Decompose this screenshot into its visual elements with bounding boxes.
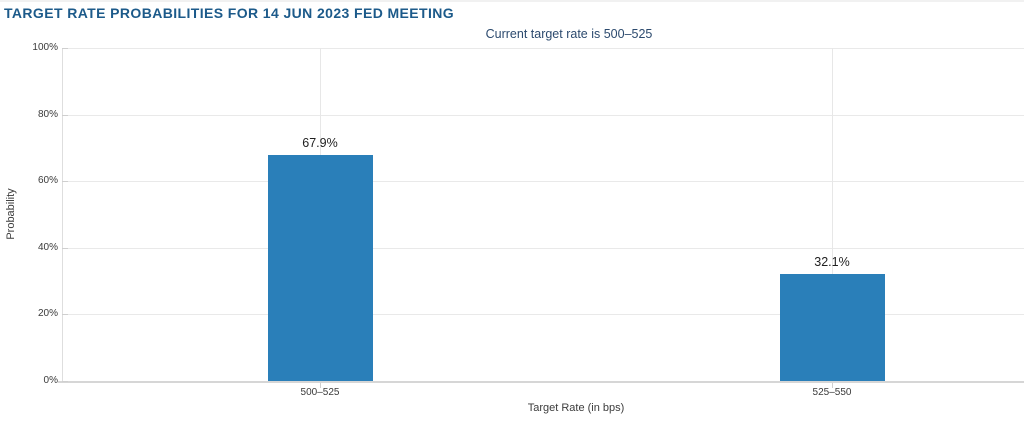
y-tick-mark bbox=[62, 314, 68, 316]
x-tick-label: 500–525 bbox=[300, 387, 340, 398]
y-tick-mark bbox=[62, 181, 68, 183]
y-tick-mark bbox=[62, 247, 68, 249]
y-gridline bbox=[62, 114, 1024, 116]
widget-top-border bbox=[0, 0, 1024, 2]
y-gridline bbox=[62, 247, 1024, 249]
bar-value-label: 67.9% bbox=[302, 135, 338, 150]
x-axis-title: Target Rate (in bps) bbox=[527, 402, 625, 414]
bar-value-label: 32.1% bbox=[814, 255, 850, 270]
probability-bar[interactable] bbox=[267, 154, 373, 381]
y-tick-mark bbox=[62, 114, 68, 116]
x-axis-line bbox=[58, 381, 1024, 383]
x-tick-label: 525–550 bbox=[812, 387, 852, 398]
x-tick-mark bbox=[832, 383, 833, 388]
x-gridline bbox=[832, 48, 833, 381]
y-gridline bbox=[62, 181, 1024, 183]
probability-bar[interactable] bbox=[779, 274, 885, 381]
chart-title: TARGET RATE PROBABILITIES FOR 14 JUN 202… bbox=[4, 5, 455, 21]
y-tick-label: 20% bbox=[37, 308, 58, 320]
y-tick-label: 60% bbox=[37, 175, 58, 187]
y-tick-label: 100% bbox=[32, 42, 58, 53]
y-tick-label: 40% bbox=[37, 241, 58, 253]
y-tick-label: 0% bbox=[43, 375, 58, 386]
y-axis-spine bbox=[62, 48, 63, 382]
y-tick-label: 80% bbox=[37, 108, 58, 120]
x-tick-mark bbox=[320, 383, 321, 388]
y-axis-title: Probability bbox=[5, 188, 17, 240]
y-tick-mark bbox=[62, 381, 68, 382]
y-gridline bbox=[62, 48, 1024, 49]
y-gridline bbox=[62, 314, 1024, 316]
current-target-rate-subtitle: Current target rate is 500–525 bbox=[485, 27, 653, 41]
y-tick-mark bbox=[62, 48, 68, 49]
